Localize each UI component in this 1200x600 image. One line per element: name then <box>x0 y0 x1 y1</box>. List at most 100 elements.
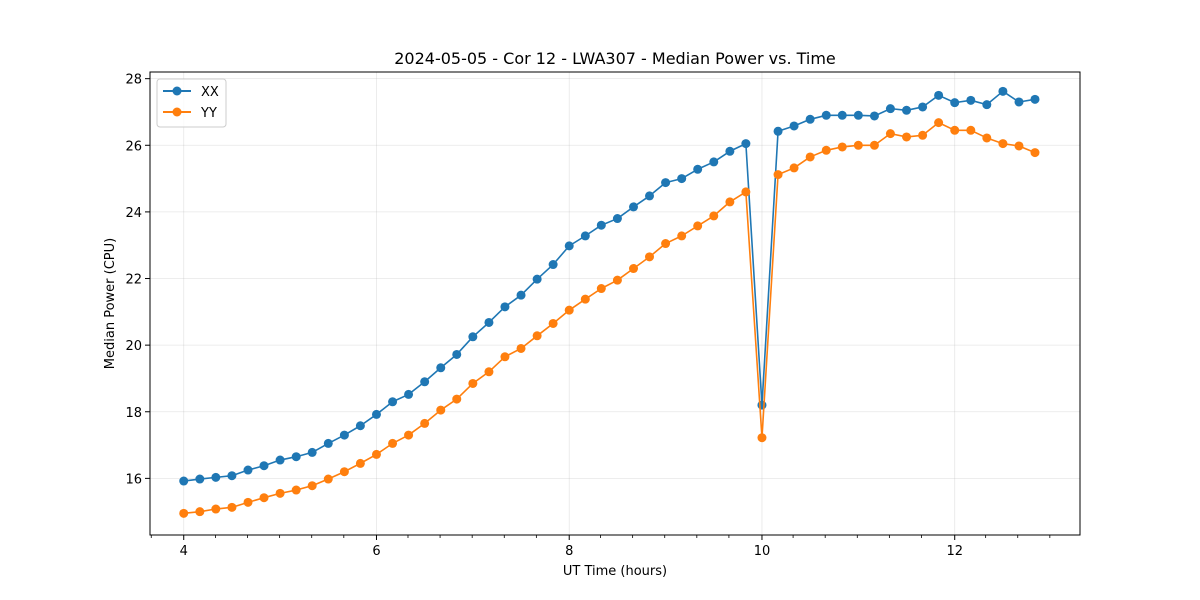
data-point-yy <box>966 125 976 135</box>
tick-layer: 4 6 8 10 12 16 18 20 22 24 26 28 <box>125 73 1051 559</box>
data-point-xx <box>275 455 285 465</box>
data-point-xx <box>532 274 542 284</box>
data-point-xx <box>227 471 237 481</box>
x-tick-label: 6 <box>372 544 380 559</box>
data-point-xx <box>291 452 301 462</box>
data-point-yy <box>211 504 221 514</box>
data-point-xx <box>805 114 815 124</box>
data-point-yy <box>243 497 253 507</box>
data-point-yy <box>982 133 992 143</box>
y-tick-label: 22 <box>125 273 142 288</box>
data-point-xx <box>837 110 847 120</box>
data-point-yy <box>291 485 301 495</box>
data-point-yy <box>371 449 381 459</box>
data-point-xx <box>596 220 606 230</box>
data-point-xx <box>259 461 269 471</box>
data-point-xx <box>677 174 687 184</box>
data-point-xx <box>371 409 381 419</box>
data-point-yy <box>725 197 735 207</box>
data-point-yy <box>757 433 767 443</box>
y-tick-label: 26 <box>125 139 142 154</box>
data-point-yy <box>612 275 622 285</box>
data-point-yy <box>1014 141 1024 151</box>
data-point-yy <box>677 231 687 241</box>
data-point-xx <box>548 260 558 270</box>
data-point-yy <box>661 239 671 249</box>
data-point-yy <box>275 488 285 498</box>
data-point-yy <box>259 493 269 503</box>
data-point-yy <box>436 405 446 415</box>
data-point-xx <box>243 465 253 475</box>
data-point-yy <box>789 163 799 173</box>
data-point-yy <box>709 211 719 221</box>
data-point-xx <box>725 146 735 156</box>
data-point-xx <box>773 126 783 136</box>
series-xx <box>179 86 1040 486</box>
data-point-xx <box>339 430 349 440</box>
legend-label-yy: YY <box>200 106 217 121</box>
y-tick-label: 18 <box>125 406 142 421</box>
data-point-xx <box>902 105 912 115</box>
data-point-xx <box>323 438 333 448</box>
series-layer <box>179 86 1040 518</box>
data-point-xx <box>966 95 976 105</box>
data-point-xx <box>468 332 478 342</box>
data-point-yy <box>468 378 478 388</box>
data-point-yy <box>821 145 831 155</box>
x-tick-label: 8 <box>565 544 573 559</box>
chart-title: 2024-05-05 - Cor 12 - LWA307 - Median Po… <box>394 49 836 68</box>
data-point-xx <box>1030 94 1040 104</box>
data-point-yy <box>580 294 590 304</box>
data-point-xx <box>500 302 510 312</box>
legend-marker-yy <box>172 107 182 117</box>
data-point-xx <box>195 474 205 484</box>
data-point-xx <box>179 476 189 486</box>
x-tick-label: 10 <box>754 544 771 559</box>
data-point-yy <box>388 438 398 448</box>
data-point-yy <box>645 252 655 262</box>
y-tick-label: 20 <box>125 339 142 354</box>
data-point-xx <box>918 102 928 112</box>
data-point-xx <box>853 110 863 120</box>
x-tick-label: 12 <box>946 544 963 559</box>
data-point-yy <box>532 331 542 341</box>
data-point-xx <box>307 447 317 457</box>
data-point-yy <box>227 502 237 512</box>
data-point-xx <box>885 104 895 114</box>
data-point-xx <box>645 191 655 201</box>
y-tick-label: 16 <box>125 472 142 487</box>
data-point-yy <box>998 139 1008 149</box>
data-point-yy <box>837 142 847 152</box>
data-point-xx <box>355 421 365 431</box>
data-point-xx <box>950 98 960 108</box>
data-point-yy <box>934 118 944 128</box>
grid-layer <box>150 72 1080 535</box>
data-point-xx <box>211 472 221 482</box>
data-point-yy <box>452 394 462 404</box>
legend-marker-xx <box>172 86 182 96</box>
data-point-yy <box>773 170 783 180</box>
data-point-yy <box>741 187 751 197</box>
data-point-xx <box>709 157 719 167</box>
data-point-xx <box>757 400 767 410</box>
data-point-yy <box>918 130 928 140</box>
data-point-xx <box>869 111 879 121</box>
data-point-xx <box>404 389 414 399</box>
y-axis-label: Median Power (CPU) <box>103 238 118 369</box>
data-point-yy <box>323 474 333 484</box>
data-point-yy <box>885 129 895 139</box>
data-point-yy <box>420 418 430 428</box>
legend-label-xx: XX <box>201 85 219 100</box>
data-point-xx <box>821 110 831 120</box>
data-point-yy <box>564 305 574 315</box>
data-point-yy <box>902 132 912 142</box>
data-point-xx <box>741 139 751 149</box>
data-point-xx <box>580 231 590 241</box>
data-point-xx <box>629 202 639 212</box>
data-point-yy <box>950 125 960 135</box>
legend: XX YY <box>156 78 227 128</box>
data-point-yy <box>869 140 879 150</box>
data-point-xx <box>420 377 430 387</box>
plot-frame <box>149 71 1081 536</box>
